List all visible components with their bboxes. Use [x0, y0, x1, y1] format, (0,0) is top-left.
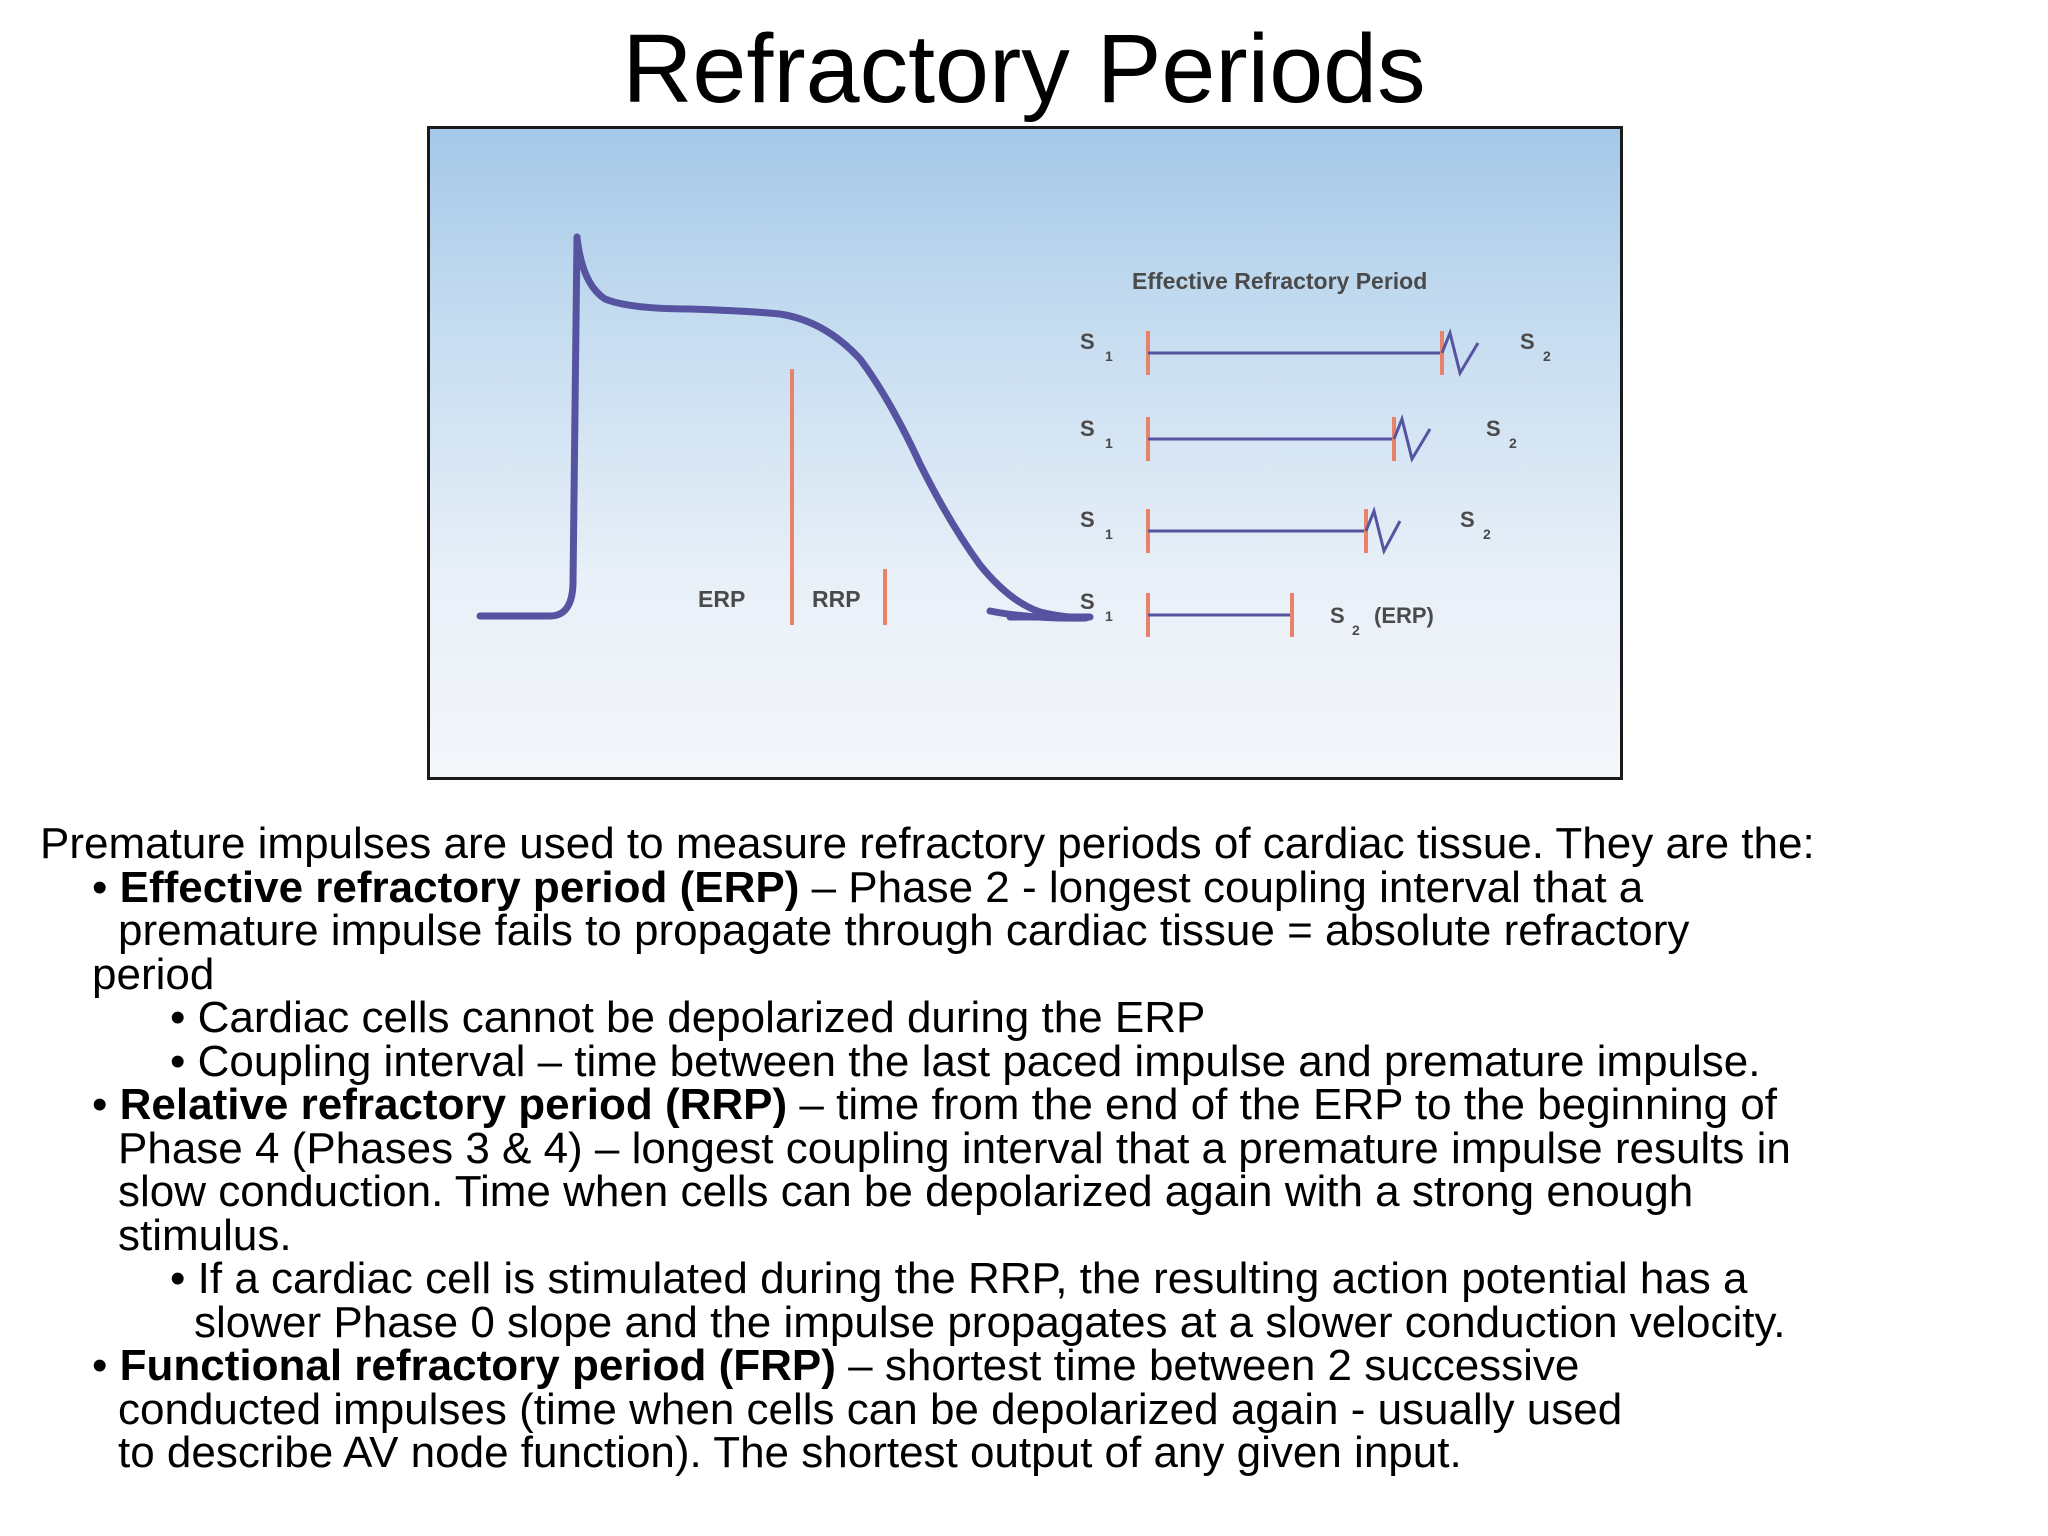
rrp-definition-start: – time from the end of the ERP to the be…	[787, 1080, 1777, 1129]
s2-label: S	[1330, 603, 1345, 628]
erp-sub-bullet-1-text: Cardiac cells cannot be depolarized duri…	[197, 993, 1206, 1042]
frp-definition-line-2: conducted impulses (time when cells can …	[118, 1384, 1623, 1434]
bullet-glyph: •	[170, 1036, 186, 1086]
erp-label: ERP	[698, 586, 745, 612]
s1-label: S	[1080, 416, 1095, 441]
protocol-row-2: S 1 S 2	[1080, 414, 1517, 463]
propagated-response-wave	[1364, 506, 1402, 556]
s2-subscript: 2	[1352, 622, 1360, 638]
s2-label: S	[1520, 329, 1535, 354]
protocol-row-1: S 1 S 2	[1080, 328, 1551, 377]
rrp-definition-line-3: slow conduction. Time when cells can be …	[118, 1167, 1694, 1216]
refractory-diagram: ERP RRP Effective Refractory Period S 1 …	[427, 126, 1623, 780]
bullet-glyph: •	[170, 1254, 186, 1303]
s2-erp-suffix: (ERP)	[1374, 603, 1434, 628]
body-text: Premature impulses are used to measure r…	[40, 822, 2020, 1475]
propagated-response-wave	[1392, 414, 1432, 463]
frp-definition-line-3: to describe AV node function). The short…	[118, 1428, 1462, 1477]
protocol-title: Effective Refractory Period	[1132, 268, 1427, 294]
erp-sub-bullet-2-text: Coupling interval – time between the las…	[197, 1036, 1761, 1086]
s2-subscript: 2	[1483, 526, 1491, 542]
s1-label: S	[1080, 507, 1095, 532]
s2-label: S	[1460, 507, 1475, 532]
erp-sub-bullet-2: • Coupling interval – time between the l…	[40, 1036, 2020, 1086]
rrp-term: Relative refractory period (RRP)	[119, 1080, 788, 1129]
s1-subscript: 1	[1105, 435, 1113, 451]
rrp-bullet: • Relative refractory period (RRP) – tim…	[40, 1083, 2020, 1127]
erp-term: Effective refractory period (ERP)	[119, 862, 800, 912]
action-potential-curve	[476, 233, 1094, 621]
s1-label: S	[1080, 329, 1095, 354]
page-title: Refractory Periods	[622, 14, 1426, 123]
bullet-glyph: •	[92, 862, 108, 912]
diagram-svg: ERP RRP Effective Refractory Period S 1 …	[476, 233, 1551, 638]
s2-subscript: 2	[1543, 348, 1551, 364]
rrp-definition-line-2: Phase 4 (Phases 3 & 4) – longest couplin…	[118, 1123, 1791, 1173]
bullet-glyph: •	[170, 993, 186, 1042]
s2-label: S	[1486, 416, 1501, 441]
s1-subscript: 1	[1105, 608, 1113, 624]
erp-definition-line-3: period	[92, 949, 215, 999]
rrp-sub-bullet-1: • If a cardiac cell is stimulated during…	[40, 1257, 2020, 1301]
erp-definition-line-2: premature impulse fails to propagate thr…	[118, 906, 1690, 955]
s1-label: S	[1080, 589, 1095, 614]
s2-subscript: 2	[1509, 435, 1517, 451]
action-potential-tail	[986, 607, 1090, 622]
erp-bullet: • Effective refractory period (ERP) – Ph…	[40, 862, 2020, 912]
bullet-glyph: •	[92, 1341, 108, 1390]
rrp-sub-bullet-1-text: If a cardiac cell is stimulated during t…	[197, 1254, 1748, 1303]
rrp-label: RRP	[812, 586, 861, 612]
rrp-definition-line-4: stimulus.	[118, 1210, 292, 1260]
protocol-row-4: S 1 S 2 (ERP)	[1080, 589, 1434, 638]
erp-sub-bullet-1: • Cardiac cells cannot be depolarized du…	[40, 996, 2020, 1040]
frp-bullet: • Functional refractory period (FRP) – s…	[40, 1344, 2020, 1388]
rrp-sub-bullet-1-continued: slower Phase 0 slope and the impulse pro…	[194, 1297, 1786, 1347]
intro-text: Premature impulses are used to measure r…	[40, 819, 1815, 868]
s1-subscript: 1	[1105, 526, 1113, 542]
protocol-row-3: S 1 S 2	[1080, 506, 1491, 556]
frp-term: Functional refractory period (FRP)	[119, 1341, 836, 1390]
bullet-glyph: •	[92, 1080, 108, 1129]
propagated-response-wave	[1440, 328, 1480, 377]
erp-definition-start: – Phase 2 - longest coupling interval th…	[799, 862, 1644, 912]
frp-definition-start: – shortest time between 2 successive	[835, 1341, 1580, 1390]
s1-subscript: 1	[1105, 348, 1113, 364]
